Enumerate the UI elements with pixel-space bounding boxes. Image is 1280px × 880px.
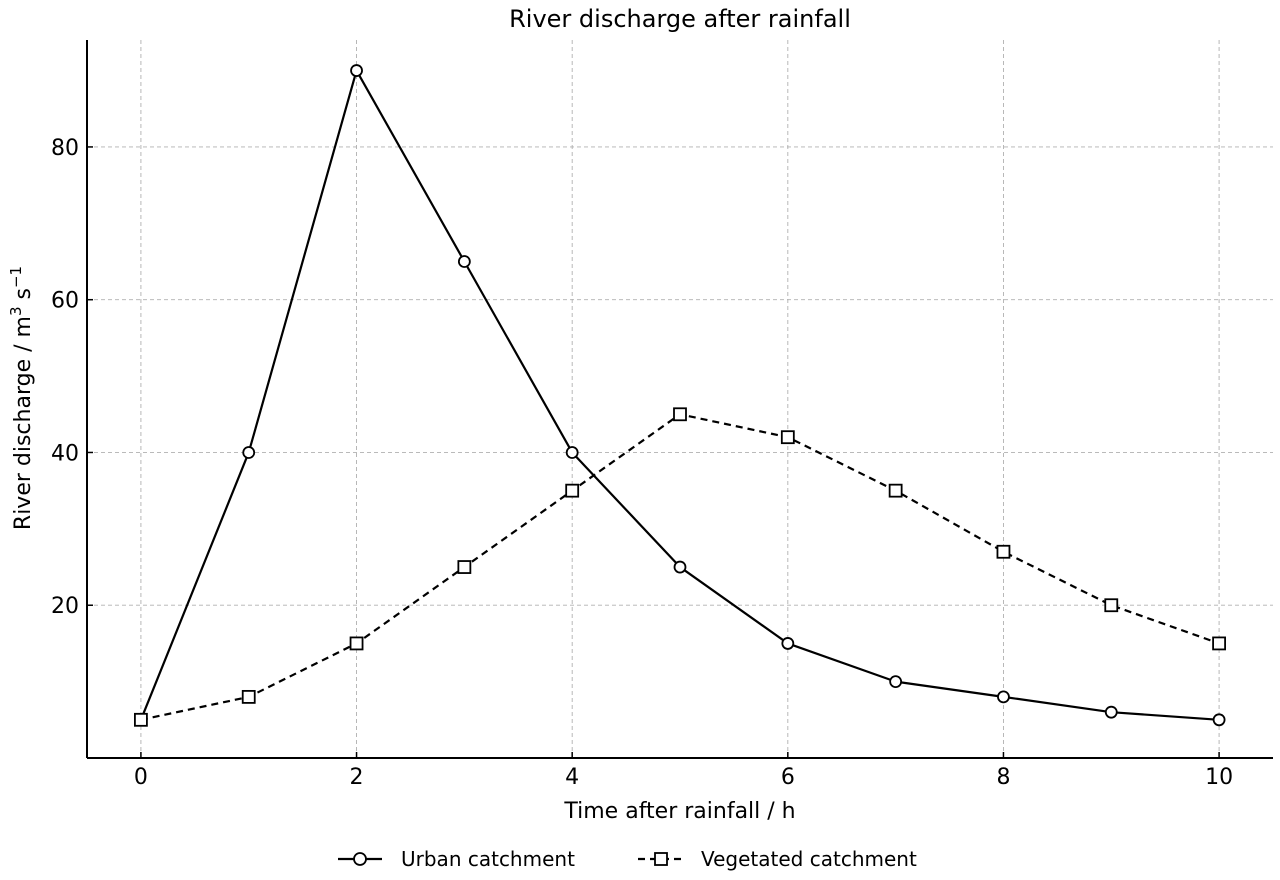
- data-point-vegetated-catchment: [673, 407, 687, 422]
- data-point-vegetated-catchment: [457, 560, 472, 574]
- data-point-vegetated-catchment: [888, 483, 903, 498]
- data-point-urban-catchment: [242, 446, 256, 459]
- series-layer: [134, 64, 1226, 727]
- y-tick-label: 40: [51, 441, 79, 466]
- ticks: 0 2 4 6 8 10 20 40 60 80: [51, 136, 1233, 790]
- data-point-urban-catchment: [565, 446, 579, 459]
- series-urban-catchment: [134, 64, 1226, 727]
- legend: Urban catchment Vegetated catchment: [338, 847, 917, 871]
- data-point-vegetated-catchment: [996, 544, 1011, 559]
- data-point-urban-catchment: [1104, 705, 1118, 719]
- axes: [86, 40, 1273, 759]
- legend-label-vegetated: Vegetated catchment: [701, 847, 917, 871]
- data-point-vegetated-catchment: [1104, 598, 1119, 613]
- data-point-vegetated-catchment: [349, 636, 364, 651]
- x-tick-label: 0: [134, 765, 148, 790]
- legend-circle-marker: [353, 852, 367, 866]
- legend-item-urban: Urban catchment: [338, 847, 575, 871]
- grid: [87, 40, 1273, 758]
- data-point-vegetated-catchment: [134, 712, 148, 727]
- data-point-urban-catchment: [1212, 713, 1226, 727]
- data-point-urban-catchment: [350, 64, 363, 77]
- x-tick-label: 10: [1205, 765, 1233, 790]
- chart-title: River discharge after rainfall: [509, 5, 851, 33]
- data-point-urban-catchment: [997, 690, 1010, 704]
- x-tick-label: 8: [996, 765, 1010, 790]
- data-point-vegetated-catchment: [780, 430, 795, 445]
- x-axis-label: Time after rainfall / h: [563, 799, 795, 824]
- data-point-urban-catchment: [781, 637, 795, 650]
- legend-item-vegetated: Vegetated catchment: [638, 847, 917, 871]
- y-axis-label: River discharge / m3 s−1: [7, 266, 36, 530]
- data-point-vegetated-catchment: [1212, 636, 1226, 651]
- data-point-urban-catchment: [457, 255, 471, 268]
- legend-label-urban: Urban catchment: [401, 847, 575, 871]
- x-tick-label: 2: [350, 765, 364, 790]
- data-point-urban-catchment: [889, 675, 903, 689]
- data-point-vegetated-catchment: [565, 483, 580, 498]
- x-tick-label: 4: [565, 765, 579, 790]
- y-tick-label: 80: [51, 136, 79, 161]
- data-point-urban-catchment: [673, 560, 687, 574]
- series-line-urban-catchment: [139, 69, 1220, 721]
- data-point-vegetated-catchment: [241, 689, 256, 704]
- legend-square-marker: [654, 852, 668, 866]
- x-tick-label: 6: [781, 765, 795, 790]
- y-tick-label: 60: [51, 289, 79, 314]
- y-tick-label: 20: [51, 594, 79, 619]
- series-vegetated-catchment: [134, 407, 1226, 727]
